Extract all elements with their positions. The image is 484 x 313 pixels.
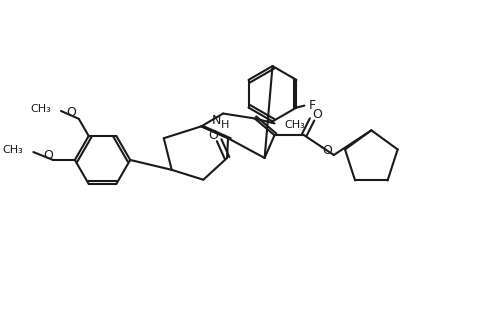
Text: O: O [322,144,332,156]
Text: O: O [43,148,53,162]
Text: O: O [66,106,76,120]
Text: CH₃: CH₃ [3,145,23,155]
Text: F: F [309,99,316,112]
Text: CH₃: CH₃ [30,104,51,114]
Text: CH₃: CH₃ [285,121,305,131]
Text: N: N [212,114,221,127]
Text: O: O [312,108,322,121]
Text: O: O [208,129,218,142]
Text: H: H [221,121,229,131]
